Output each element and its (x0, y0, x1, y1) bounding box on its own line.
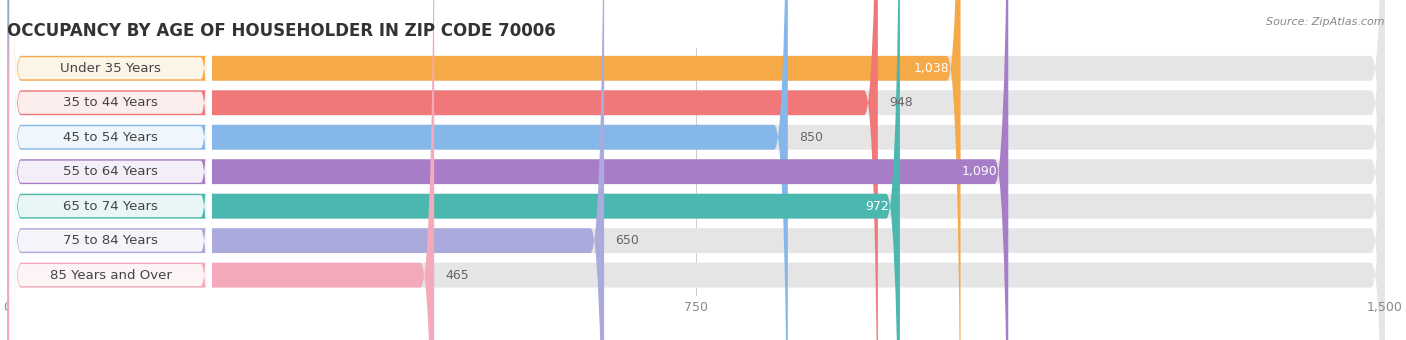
FancyBboxPatch shape (7, 0, 960, 340)
Text: 850: 850 (799, 131, 823, 144)
Text: 85 Years and Over: 85 Years and Over (49, 269, 172, 282)
FancyBboxPatch shape (7, 0, 1008, 340)
Text: 45 to 54 Years: 45 to 54 Years (63, 131, 159, 144)
FancyBboxPatch shape (7, 0, 1385, 340)
Text: Under 35 Years: Under 35 Years (60, 62, 162, 75)
FancyBboxPatch shape (10, 0, 212, 340)
Text: 1,090: 1,090 (962, 165, 997, 178)
Text: 650: 650 (616, 234, 638, 247)
FancyBboxPatch shape (7, 0, 877, 340)
FancyBboxPatch shape (7, 0, 1385, 340)
FancyBboxPatch shape (10, 0, 212, 340)
FancyBboxPatch shape (7, 0, 787, 340)
FancyBboxPatch shape (7, 0, 1385, 340)
FancyBboxPatch shape (10, 0, 212, 340)
Text: 972: 972 (865, 200, 889, 213)
FancyBboxPatch shape (7, 0, 434, 340)
Text: 948: 948 (889, 96, 912, 109)
FancyBboxPatch shape (7, 0, 1385, 340)
Text: 75 to 84 Years: 75 to 84 Years (63, 234, 159, 247)
Text: 1,038: 1,038 (914, 62, 949, 75)
Text: 35 to 44 Years: 35 to 44 Years (63, 96, 159, 109)
FancyBboxPatch shape (10, 0, 212, 340)
Text: 465: 465 (446, 269, 470, 282)
FancyBboxPatch shape (7, 0, 605, 340)
FancyBboxPatch shape (7, 0, 1385, 340)
Text: 65 to 74 Years: 65 to 74 Years (63, 200, 159, 213)
FancyBboxPatch shape (10, 0, 212, 340)
FancyBboxPatch shape (7, 0, 900, 340)
FancyBboxPatch shape (7, 0, 1385, 340)
FancyBboxPatch shape (7, 0, 1385, 340)
Text: OCCUPANCY BY AGE OF HOUSEHOLDER IN ZIP CODE 70006: OCCUPANCY BY AGE OF HOUSEHOLDER IN ZIP C… (7, 22, 555, 40)
FancyBboxPatch shape (10, 0, 212, 340)
Text: Source: ZipAtlas.com: Source: ZipAtlas.com (1267, 17, 1385, 27)
Text: 55 to 64 Years: 55 to 64 Years (63, 165, 159, 178)
FancyBboxPatch shape (10, 0, 212, 340)
